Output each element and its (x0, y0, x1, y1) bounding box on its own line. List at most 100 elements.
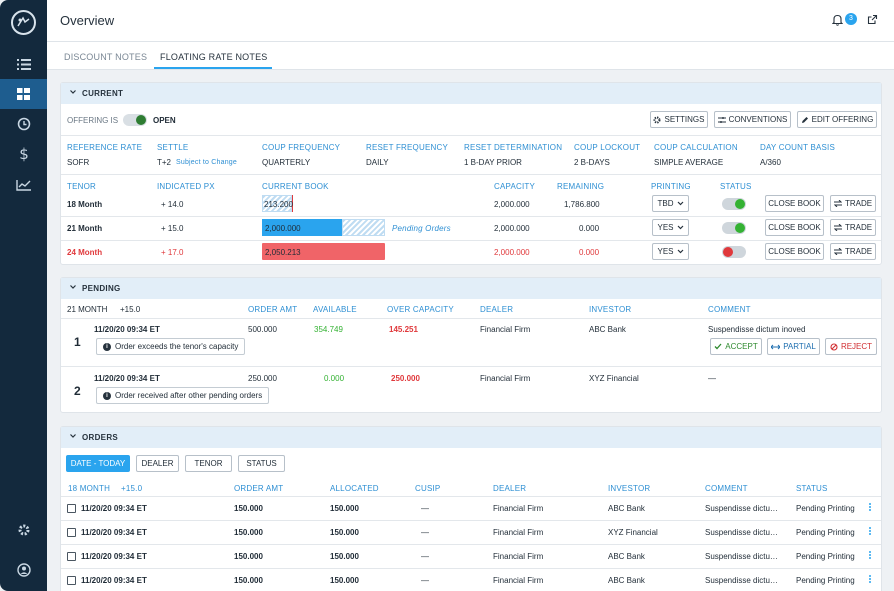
coup-calculation-value: SIMPLE AVERAGE (654, 158, 724, 167)
more-options-icon[interactable] (869, 551, 872, 560)
trade-button[interactable]: TRADE (830, 195, 876, 212)
notifications-bell-icon[interactable] (831, 14, 844, 28)
col-header-status: STATUS (720, 182, 752, 191)
order-dealer: Financial Firm (493, 504, 544, 513)
current-book-bar (262, 243, 385, 260)
terms-header-reset-frequency: RESET FREQUENCY (366, 143, 448, 152)
pending-order-dealer: Financial Firm (480, 325, 531, 334)
more-options-icon[interactable] (869, 575, 872, 584)
pending-order-over-capacity: 145.251 (389, 325, 418, 334)
order-amt: 150.000 (234, 576, 263, 585)
tab-bar: DISCOUNT NOTES FLOATING RATE NOTES (47, 42, 894, 70)
app-logo-icon[interactable] (11, 10, 36, 35)
edit-offering-button[interactable]: EDIT OFFERING (797, 111, 877, 128)
current-panel-header[interactable]: CURRENT (61, 83, 881, 104)
terms-header-reset-determination: RESET DETERMINATION (464, 143, 563, 152)
close-book-button[interactable]: CLOSE BOOK (765, 195, 824, 212)
accept-button-label: ACCEPT (725, 342, 758, 351)
current-book-value: 2,050.213 (265, 248, 301, 257)
gear-icon (18, 524, 29, 536)
reset-frequency-value: DAILY (366, 158, 389, 167)
order-dealer: Financial Firm (493, 576, 544, 585)
trade-button-label: TRADE (844, 223, 873, 232)
sidebar-item-dashboard[interactable] (0, 79, 47, 109)
printing-select[interactable]: YES (652, 243, 689, 260)
printing-select[interactable]: YES (652, 219, 689, 236)
external-link-icon[interactable] (867, 14, 878, 27)
conventions-button[interactable]: CONVENTIONS (714, 111, 791, 128)
status-toggle[interactable] (722, 222, 746, 234)
terms-header-coup-frequency: COUP FREQUENCY (262, 143, 341, 152)
row-checkbox[interactable] (67, 504, 76, 513)
chevron-down-icon (69, 432, 77, 442)
settle-note: Subject to Change (176, 159, 237, 166)
capacity-value: 2,000.000 (494, 224, 530, 233)
orders-panel-header[interactable]: ORDERS (61, 427, 881, 448)
pending-panel: PENDING 21 MONTH +15.0 ORDER AMT AVAILAB… (60, 277, 882, 413)
filter-dealer[interactable]: DEALER (136, 455, 179, 472)
tenor-name: 24 Month (67, 248, 103, 257)
col-header-order-amt: ORDER AMT (234, 484, 284, 493)
pending-order-comment: — (708, 374, 716, 383)
row-checkbox[interactable] (67, 552, 76, 561)
order-cusip: — (421, 528, 429, 537)
status-toggle[interactable] (722, 246, 746, 258)
tab-discount-notes[interactable]: DISCOUNT NOTES (64, 52, 148, 62)
divider (61, 216, 881, 217)
col-header-comment: COMMENT (705, 484, 748, 493)
chevron-down-icon (677, 201, 683, 206)
col-header-investor: INVESTOR (608, 484, 651, 493)
chevron-down-icon (677, 249, 683, 254)
offering-toggle[interactable] (123, 114, 147, 126)
more-options-icon[interactable] (869, 527, 872, 536)
order-investor: ABC Bank (608, 576, 645, 585)
pending-panel-header[interactable]: PENDING (61, 278, 881, 299)
filter-date-today[interactable]: DATE - TODAY (66, 455, 130, 472)
more-options-icon[interactable] (869, 503, 872, 512)
status-toggle[interactable] (722, 198, 746, 210)
printing-select[interactable]: TBD (652, 195, 689, 212)
order-dealer: Financial Firm (493, 552, 544, 561)
close-book-button[interactable]: CLOSE BOOK (765, 219, 824, 236)
sidebar-item-analytics[interactable] (0, 170, 47, 200)
close-book-button-label: CLOSE BOOK (768, 247, 821, 256)
filter-tenor[interactable]: TENOR (185, 455, 232, 472)
pending-order-dealer: Financial Firm (480, 374, 531, 383)
chevron-down-icon (69, 283, 77, 293)
sidebar-item-history[interactable] (0, 109, 47, 139)
sidebar-item-pricing[interactable]: $ (0, 139, 47, 169)
swap-icon (833, 224, 842, 231)
row-checkbox[interactable] (67, 528, 76, 537)
main-area: Overview 3 DISCOUNT NOTES FLOATING RATE … (47, 0, 894, 591)
sidebar-item-profile[interactable] (0, 555, 47, 585)
sidebar-item-list[interactable] (0, 49, 47, 79)
reject-button[interactable]: REJECT (825, 338, 877, 355)
partial-button[interactable]: PARTIAL (767, 338, 820, 355)
dollar-icon: $ (19, 146, 29, 162)
order-investor: ABC Bank (608, 504, 645, 513)
remaining-value: 1,786.800 (564, 200, 600, 209)
col-header-allocated: ALLOCATED (330, 484, 379, 493)
pending-order-available: 354.749 (314, 325, 343, 334)
tab-floating-rate-notes[interactable]: FLOATING RATE NOTES (160, 52, 268, 62)
row-checkbox[interactable] (67, 576, 76, 585)
remaining-value: 0.000 (579, 248, 600, 257)
clock-icon (17, 117, 30, 131)
col-header-current-book: CURRENT BOOK (262, 182, 329, 191)
filter-status[interactable]: STATUS (238, 455, 285, 472)
order-status: Pending Printing (796, 528, 855, 537)
capacity-value: 2,000.000 (494, 200, 530, 209)
accept-button[interactable]: ACCEPT (710, 338, 762, 355)
tenor-name: 21 Month (67, 224, 103, 233)
close-book-button[interactable]: CLOSE BOOK (765, 243, 824, 260)
trade-button[interactable]: TRADE (830, 243, 876, 260)
sidebar-item-settings[interactable] (0, 515, 47, 545)
coup-lockout-value: 2 B-DAYS (574, 158, 610, 167)
pending-order-time: 11/20/20 09:34 ET (94, 325, 160, 334)
settings-button[interactable]: SETTINGS (650, 111, 708, 128)
dashboard-icon (17, 88, 30, 100)
trade-button[interactable]: TRADE (830, 219, 876, 236)
printing-select-value: TBD (657, 199, 674, 208)
pending-order-amt: 250.000 (248, 374, 277, 383)
settings-button-label: SETTINGS (664, 115, 705, 124)
